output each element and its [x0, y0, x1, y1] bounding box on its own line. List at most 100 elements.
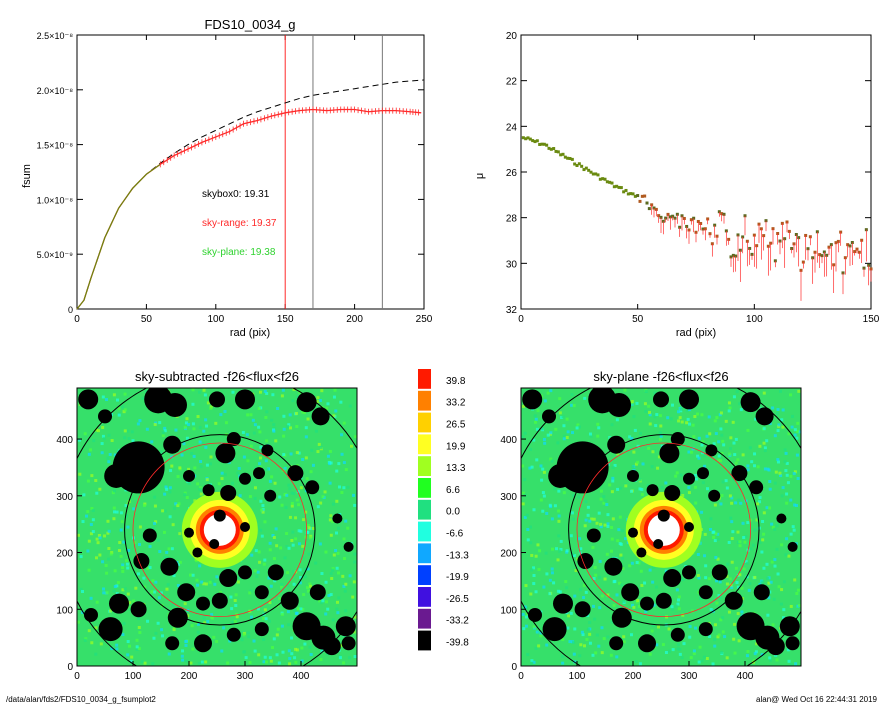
- noise-pixel: [156, 621, 160, 625]
- noise-pixel: [316, 399, 320, 403]
- noise-pixel: [537, 567, 541, 571]
- noise-pixel: [622, 640, 626, 644]
- noise-pixel: [650, 465, 654, 469]
- noise-pixel: [612, 603, 616, 607]
- noise-pixel: [696, 412, 700, 416]
- data-point: [563, 155, 567, 159]
- noise-pixel: [634, 660, 638, 664]
- noise-pixel: [146, 619, 150, 623]
- noise-pixel: [539, 634, 543, 638]
- noise-pixel: [288, 487, 292, 491]
- noise-pixel: [126, 429, 130, 433]
- noise-pixel: [338, 656, 342, 660]
- noise-pixel: [660, 485, 664, 489]
- noise-pixel: [640, 492, 644, 496]
- noise-pixel: [168, 490, 172, 494]
- noise-pixel: [631, 465, 635, 469]
- noise-pixel: [121, 569, 125, 573]
- noise-pixel: [293, 616, 297, 620]
- noise-pixel: [124, 514, 128, 518]
- x-tick-label: 200: [346, 314, 363, 325]
- noise-pixel: [549, 389, 553, 393]
- sky-subtracted-image: sky-subtracted -f26<flux<f26 00100100200…: [56, 369, 358, 682]
- noise-pixel: [136, 572, 140, 576]
- noise-pixel: [348, 404, 352, 408]
- noise-pixel: [107, 557, 111, 561]
- noise-pixel: [319, 657, 323, 661]
- noise-pixel: [338, 485, 342, 489]
- noise-pixel: [280, 503, 284, 507]
- masked-source: [209, 391, 225, 408]
- noise-pixel: [204, 582, 208, 586]
- noise-pixel: [328, 518, 332, 522]
- noise-pixel: [776, 429, 780, 433]
- noise-pixel: [728, 406, 732, 410]
- noise-pixel: [632, 605, 636, 609]
- noise-pixel: [336, 551, 340, 555]
- noise-pixel: [305, 477, 309, 481]
- noise-pixel: [285, 493, 289, 497]
- noise-pixel: [215, 639, 219, 643]
- noise-pixel: [768, 658, 772, 662]
- noise-pixel: [184, 643, 188, 647]
- x-tick-label: 50: [141, 314, 153, 325]
- noise-pixel: [588, 621, 592, 625]
- noise-pixel: [295, 451, 299, 455]
- noise-pixel: [344, 468, 348, 472]
- noise-pixel: [737, 639, 741, 643]
- noise-pixel: [81, 520, 85, 524]
- noise-pixel: [295, 611, 299, 615]
- noise-pixel: [610, 490, 614, 494]
- noise-pixel: [696, 552, 700, 556]
- noise-pixel: [318, 399, 322, 403]
- noise-pixel: [525, 513, 529, 517]
- colorbar-swatch: [418, 390, 431, 411]
- noise-pixel: [236, 580, 240, 584]
- noise-pixel: [273, 481, 277, 485]
- data-point: [629, 192, 633, 196]
- noise-pixel: [797, 604, 801, 608]
- noise-pixel: [301, 544, 305, 548]
- masked-source: [116, 465, 133, 482]
- y-tick-label: 0: [68, 305, 73, 315]
- noise-pixel: [568, 640, 572, 644]
- noise-pixel: [628, 435, 632, 439]
- noise-pixel: [776, 408, 780, 412]
- noise-pixel: [196, 482, 200, 486]
- noise-pixel: [288, 515, 292, 519]
- noise-pixel: [209, 455, 213, 459]
- noise-pixel: [187, 482, 191, 486]
- noise-pixel: [588, 432, 592, 436]
- noise-pixel: [301, 607, 305, 611]
- image-map: [77, 388, 357, 666]
- noise-pixel: [785, 501, 789, 505]
- noise-pixel: [198, 440, 202, 444]
- noise-pixel: [148, 545, 152, 549]
- noise-pixel: [708, 432, 712, 436]
- noise-pixel: [330, 520, 334, 524]
- noise-pixel: [206, 401, 210, 405]
- y-tick-label: 200: [500, 549, 517, 560]
- noise-pixel: [597, 426, 601, 430]
- noise-pixel: [658, 431, 662, 435]
- noise-pixel: [687, 491, 691, 495]
- noise-pixel: [793, 578, 797, 582]
- noise-pixel: [697, 576, 701, 580]
- noise-pixel: [106, 456, 110, 460]
- noise-pixel: [208, 580, 212, 584]
- noise-pixel: [291, 530, 295, 534]
- noise-pixel: [326, 402, 330, 406]
- noise-pixel: [706, 487, 710, 491]
- noise-pixel: [252, 639, 256, 643]
- colorbar-label: -33.2: [446, 616, 469, 627]
- noise-pixel: [786, 648, 790, 652]
- noise-pixel: [213, 582, 217, 586]
- noise-pixel: [584, 518, 588, 522]
- noise-pixel: [584, 590, 588, 594]
- data-point: [554, 149, 558, 153]
- noise-pixel: [240, 638, 244, 642]
- noise-pixel: [529, 541, 533, 545]
- noise-pixel: [704, 576, 708, 580]
- noise-pixel: [198, 487, 202, 491]
